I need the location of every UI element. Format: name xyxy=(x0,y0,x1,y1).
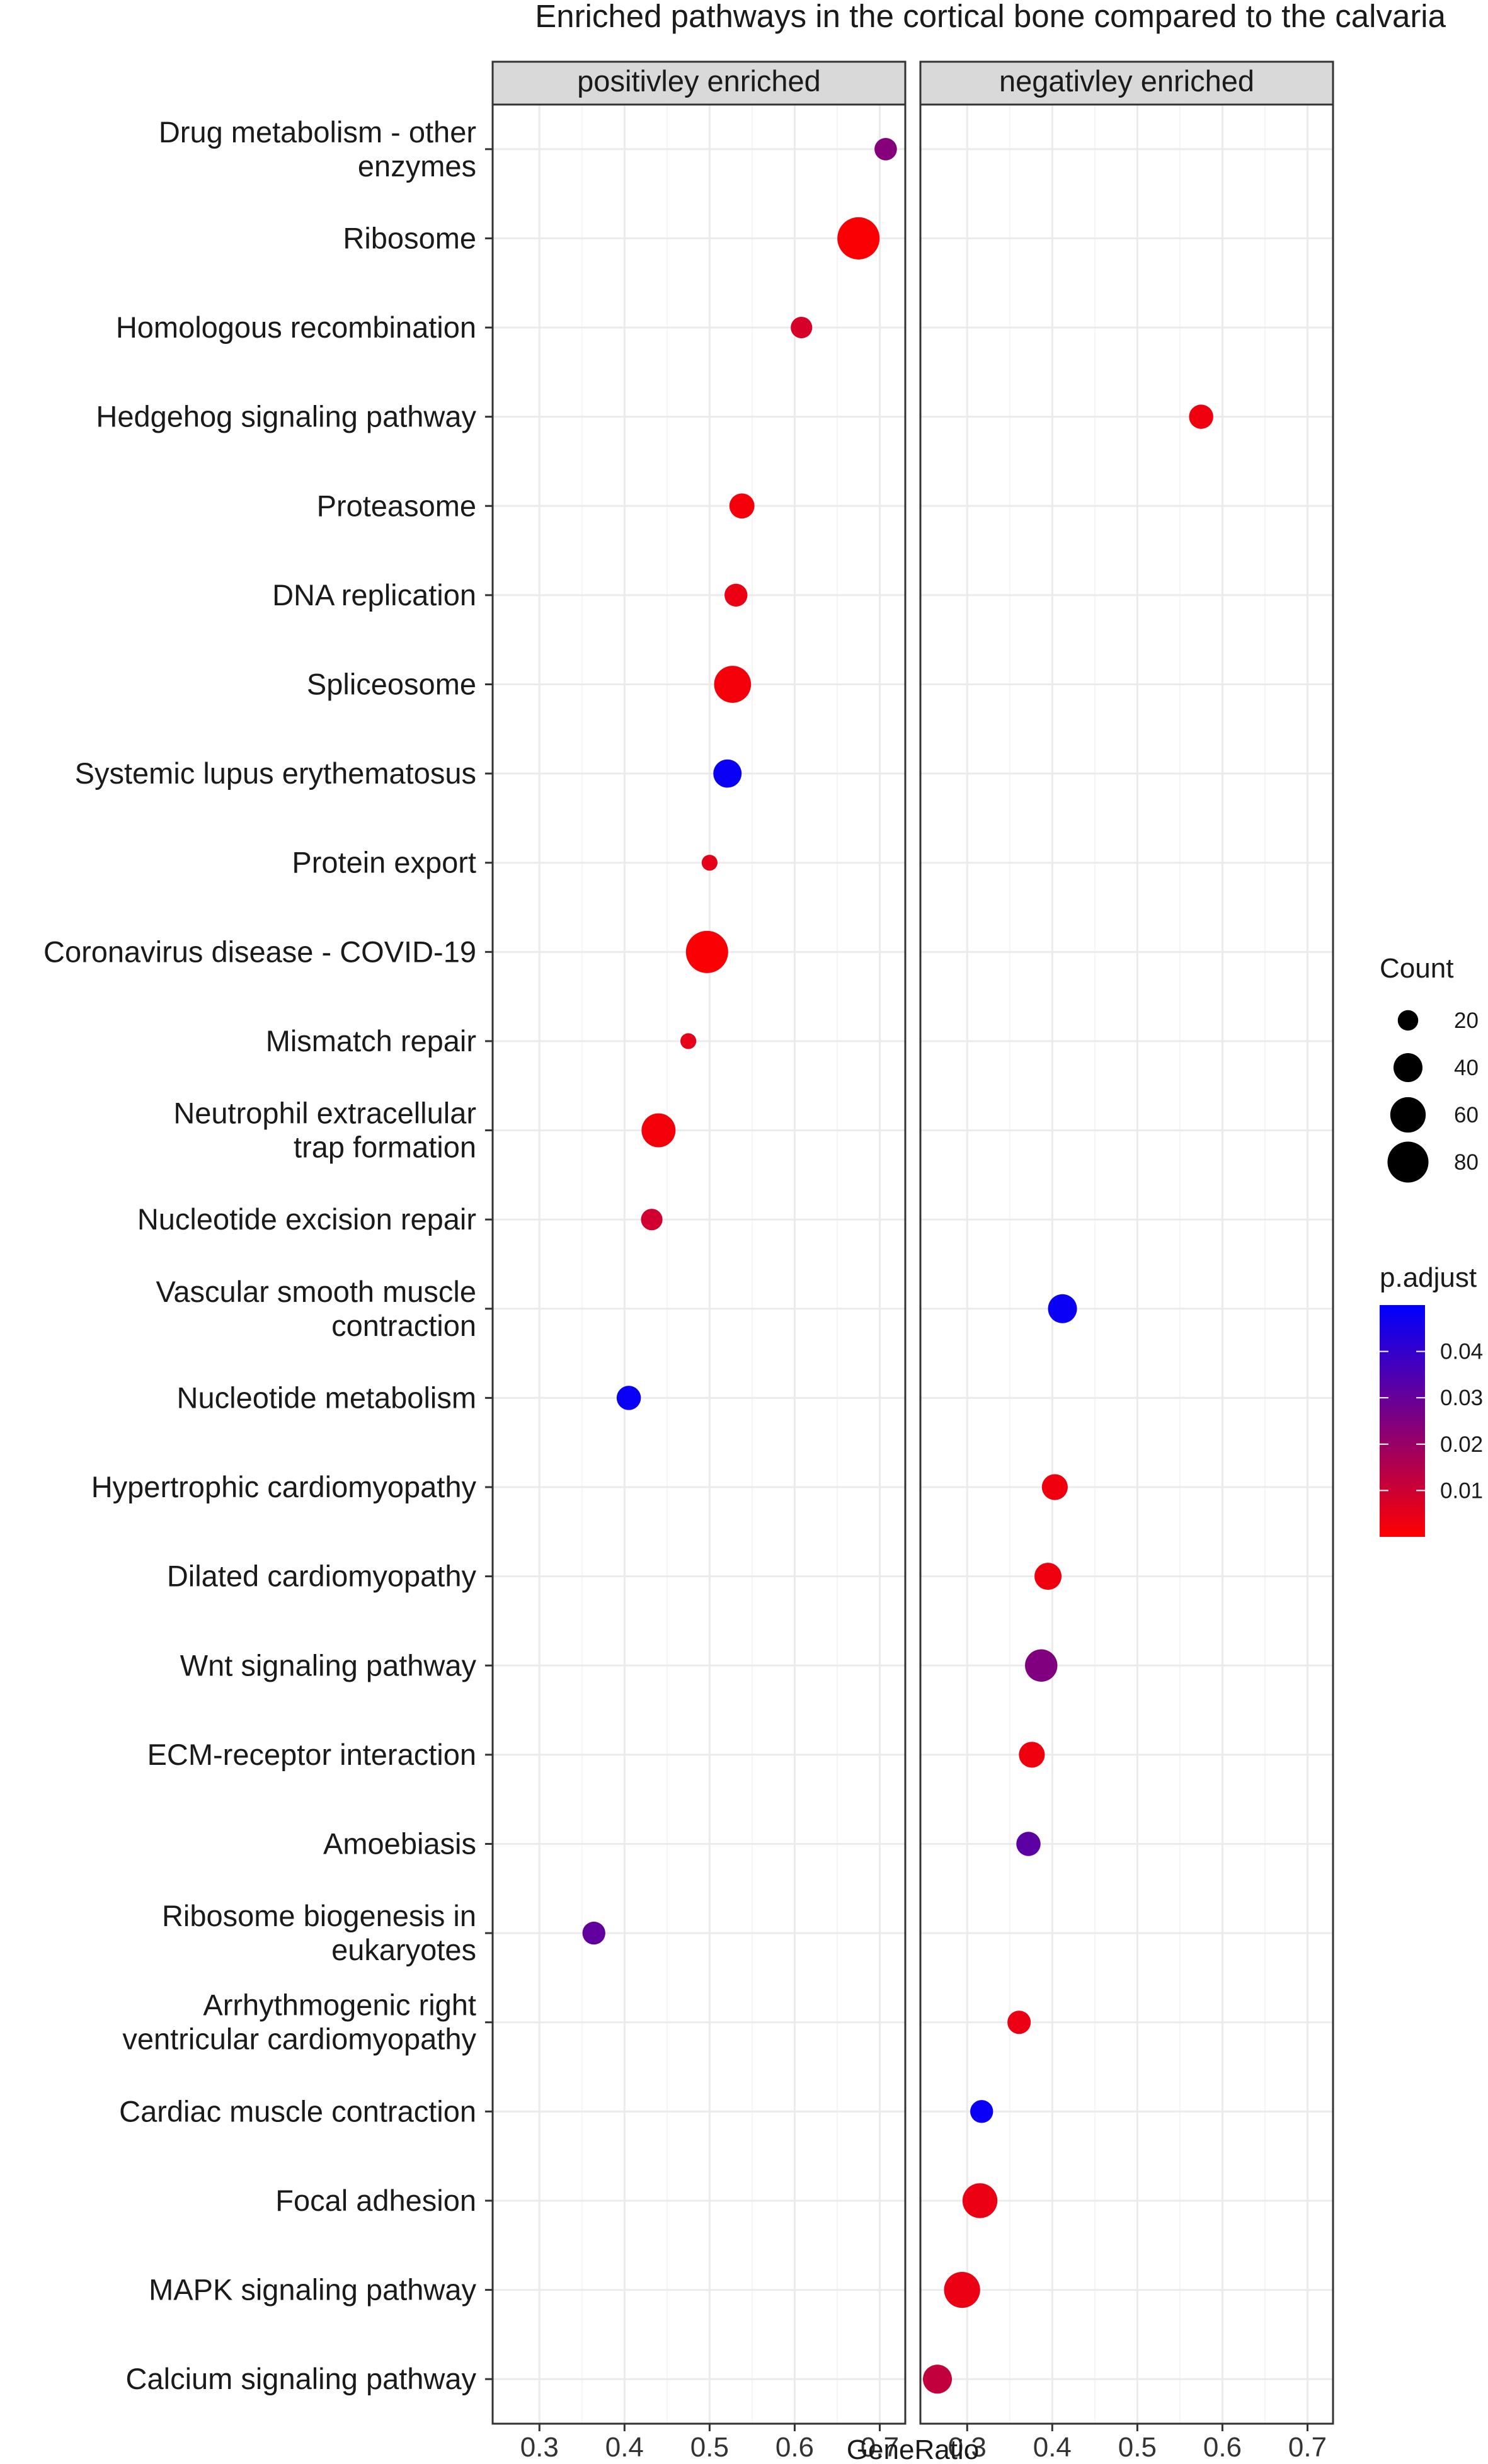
legend-padjust-label: 0.03 xyxy=(1440,1386,1483,1410)
y-tick-label: Cardiac muscle contraction xyxy=(119,2094,476,2128)
data-point xyxy=(582,1921,605,1945)
panel-positive xyxy=(491,103,907,2425)
legend-padjust: p.adjust 0.04 0.03 0.02 0.01 xyxy=(1380,1262,1483,1537)
data-point xyxy=(944,2271,980,2308)
x-axis-negative: 0.3 0.4 0.5 0.6 0.7 xyxy=(948,2424,1327,2463)
data-point xyxy=(729,493,755,519)
y-tick-label: Nucleotide metabolism xyxy=(177,1381,476,1414)
facet-strip-negative: negativley enriched xyxy=(919,60,1334,106)
x-tick-label: 0.7 xyxy=(861,2432,899,2463)
y-tick-label: Calcium signaling pathway xyxy=(126,2362,477,2395)
data-point xyxy=(1016,1832,1041,1856)
legend-count-label: 40 xyxy=(1454,1056,1479,1080)
legend-padjust-label: 0.02 xyxy=(1440,1432,1483,1457)
x-tick-label: 0.4 xyxy=(605,2432,644,2463)
panel-border xyxy=(491,103,907,2425)
y-tick-label: Dilated cardiomyopathy xyxy=(167,1560,477,1593)
x-axis-title: GeneRatio xyxy=(847,2434,979,2464)
legend-count-key xyxy=(1394,1053,1422,1082)
y-tick-label: Wnt signaling pathway xyxy=(180,1648,477,1682)
y-tick-label: Vascular smooth muscle contraction xyxy=(156,1275,477,1342)
data-point xyxy=(1025,1649,1058,1682)
chart-title: Enriched pathways in the cortical bone c… xyxy=(535,0,1446,34)
y-tick-label: Nucleotide excision repair xyxy=(137,1202,476,1236)
y-tick-label: MAPK signaling pathway xyxy=(149,2273,476,2307)
y-tick-label: Neutrophil extracellular trap formation xyxy=(173,1097,476,1164)
data-point xyxy=(1189,404,1213,429)
x-tick-label: 0.3 xyxy=(948,2432,987,2463)
legend-count-label: 60 xyxy=(1454,1103,1479,1127)
x-tick-label: 0.5 xyxy=(1118,2432,1157,2463)
legend-count-label: 20 xyxy=(1454,1008,1479,1033)
panel-background xyxy=(493,105,905,2424)
legend-padjust-label: 0.04 xyxy=(1440,1340,1483,1364)
x-tick-label: 0.5 xyxy=(690,2432,729,2463)
panel-negative xyxy=(919,103,1334,2425)
x-tick-label: 0.3 xyxy=(520,2432,559,2463)
data-point xyxy=(1041,1474,1068,1500)
data-point xyxy=(970,2100,993,2123)
y-tick-label: Mismatch repair xyxy=(266,1024,476,1058)
facet-strip-positive: positivley enriched xyxy=(491,60,907,106)
data-point xyxy=(962,2183,998,2218)
y-tick-label: Coronavirus disease - COVID-19 xyxy=(43,935,476,968)
facet-strip-negative-bg xyxy=(919,60,1334,106)
panel-background xyxy=(920,105,1333,2424)
data-point xyxy=(641,1209,663,1231)
y-axis: Drug metabolism - other enzymes Ribosome Ho… xyxy=(43,115,493,2395)
data-point xyxy=(713,759,742,788)
data-point xyxy=(724,583,748,607)
data-point xyxy=(874,137,897,161)
y-tick-label: Proteasome xyxy=(317,489,476,522)
data-point xyxy=(701,855,718,871)
legend-padjust-colorbar xyxy=(1380,1305,1425,1537)
y-tick-label: Spliceosome xyxy=(307,668,476,701)
data-point xyxy=(1048,1294,1077,1323)
facet-strip-positive-bg xyxy=(491,60,907,106)
y-tick-label: DNA replication xyxy=(272,578,476,612)
data-point xyxy=(1019,1742,1045,1768)
y-tick-label: Homologous recombination xyxy=(116,311,476,344)
x-tick-label: 0.6 xyxy=(1203,2432,1242,2463)
data-point xyxy=(714,666,752,703)
x-axis-positive: 0.3 0.4 0.5 0.6 0.7 xyxy=(520,2424,899,2463)
y-tick-label: Protein export xyxy=(292,846,476,879)
legend-count-key xyxy=(1397,1010,1419,1031)
legend-count-title: Count xyxy=(1380,953,1453,984)
legend-padjust-title: p.adjust xyxy=(1380,1262,1477,1293)
y-tick-label: Arrhythmogenic right ventricular cardiomy… xyxy=(122,1988,476,2056)
data-point xyxy=(1007,2011,1031,2034)
y-tick-label: Hedgehog signaling pathway xyxy=(96,400,476,433)
legend-count-label: 80 xyxy=(1454,1150,1479,1175)
facet-strip-negative-label: negativley enriched xyxy=(999,64,1254,98)
y-tick-label: Systemic lupus erythematosus xyxy=(75,756,476,790)
data-point xyxy=(923,2364,953,2394)
data-point xyxy=(1034,1563,1062,1590)
data-point xyxy=(791,316,813,339)
x-tick-label: 0.6 xyxy=(775,2432,814,2463)
data-point xyxy=(616,1386,641,1410)
y-tick-label: Focal adhesion xyxy=(275,2184,476,2217)
data-point xyxy=(685,930,728,973)
legend-count-key xyxy=(1387,1141,1429,1183)
y-tick-label: Ribosome xyxy=(343,221,476,254)
y-tick-label: ECM-receptor interaction xyxy=(147,1738,476,1771)
y-tick-label: Drug metabolism - other enzymes xyxy=(159,115,476,183)
y-tick-label: Amoebiasis xyxy=(323,1827,476,1861)
legend-padjust-label: 0.01 xyxy=(1440,1478,1483,1503)
data-point xyxy=(641,1113,676,1148)
y-tick-label: Hypertrophic cardiomyopathy xyxy=(91,1470,477,1503)
facet-strip-positive-label: positivley enriched xyxy=(577,64,821,98)
y-tick-label: Ribosome biogenesis in eukaryotes xyxy=(162,1899,476,1966)
legend-count-key xyxy=(1390,1097,1426,1133)
data-point xyxy=(680,1033,697,1049)
legend-count: Count 20 40 60 80 xyxy=(1380,953,1479,1183)
x-tick-label: 0.4 xyxy=(1033,2432,1072,2463)
panel-border xyxy=(919,103,1334,2425)
x-tick-label: 0.7 xyxy=(1288,2432,1327,2463)
data-point xyxy=(837,217,880,260)
